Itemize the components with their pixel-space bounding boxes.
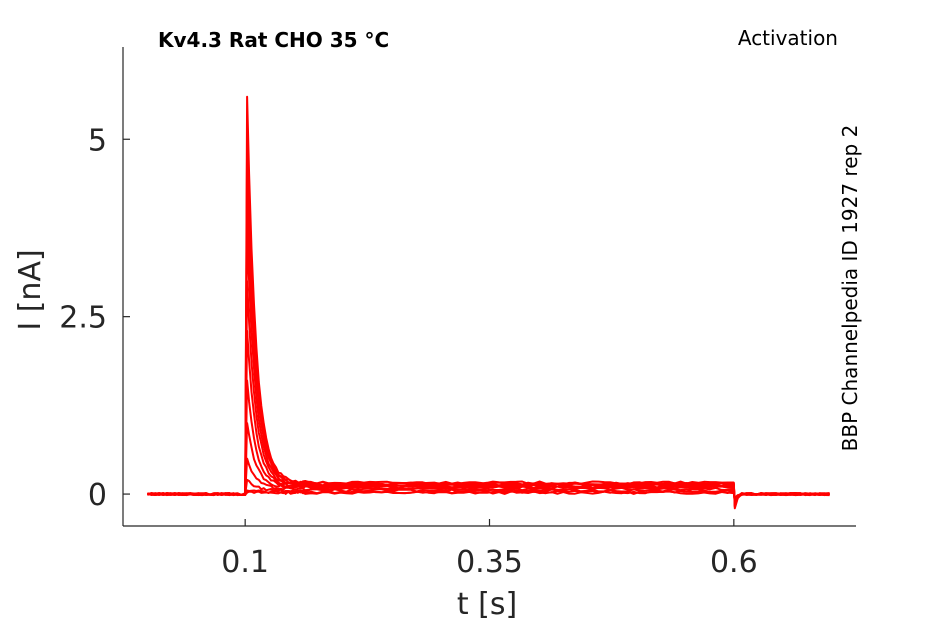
protocol-label: Activation xyxy=(738,26,838,50)
source-label: BBP Channelpedia ID 1927 rep 2 xyxy=(838,125,862,452)
x-tick-label: 0.1 xyxy=(221,545,269,580)
y-axis-label: I [nA] xyxy=(13,249,48,330)
current-traces xyxy=(146,95,830,510)
x-tick-label: 0.35 xyxy=(456,545,523,580)
y-tick-label: 0 xyxy=(88,478,107,513)
y-tick-label: 2.5 xyxy=(59,301,107,336)
x-tick-label: 0.6 xyxy=(710,545,758,580)
chart-title: Kv4.3 Rat CHO 35 °C xyxy=(158,28,389,52)
x-axis-label: t [s] xyxy=(457,587,517,622)
current-trace xyxy=(147,95,830,510)
y-ticks: 02.55 xyxy=(59,123,130,513)
x-ticks: 0.1 0.35 0.6 xyxy=(221,519,758,580)
y-tick-label: 5 xyxy=(88,123,107,158)
